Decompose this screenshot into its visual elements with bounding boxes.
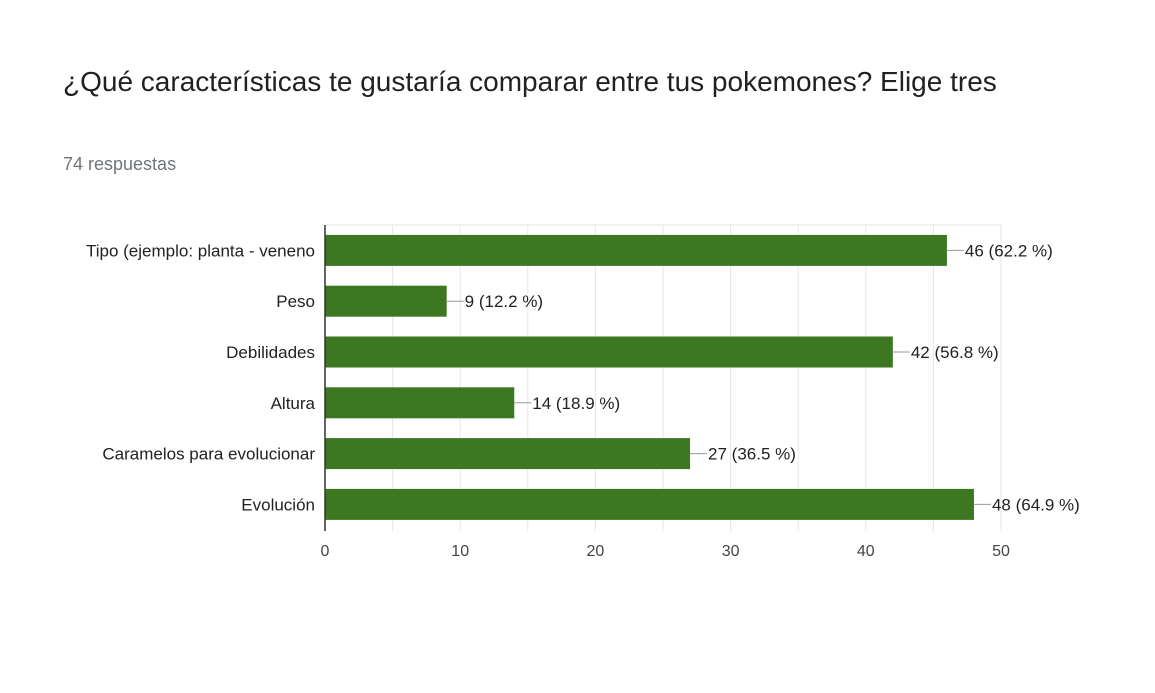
data-label: 14 (18.9 %) — [532, 394, 620, 413]
data-label: 46 (62.2 %) — [965, 241, 1053, 260]
bar[interactable] — [325, 438, 691, 470]
data-label: 48 (64.9 %) — [992, 495, 1080, 514]
chart-bars — [325, 234, 974, 520]
category-label: Peso — [276, 292, 315, 311]
category-label: Tipo (ejemplo: planta - veneno — [86, 241, 315, 260]
x-tick-label: 10 — [451, 543, 469, 560]
bar[interactable] — [325, 234, 947, 266]
chart-grid — [324, 224, 1002, 531]
bar[interactable] — [325, 336, 893, 368]
category-label: Debilidades — [226, 343, 315, 362]
data-label: 42 (56.8 %) — [911, 343, 999, 362]
x-tick-label: 20 — [587, 543, 605, 560]
category-label: Evolución — [241, 495, 315, 514]
x-tick-label: 30 — [722, 543, 740, 560]
chart-axes: 0 10 20 30 40 50 — [321, 225, 1010, 560]
chart-labels: Tipo (ejemplo: planta - veneno 46 (62.2 %… — [86, 241, 1080, 514]
data-label: 9 (12.2 %) — [465, 292, 543, 311]
x-tick-label: 40 — [857, 543, 875, 560]
bar[interactable] — [325, 285, 447, 317]
question-title: ¿Qué características te gustaría compara… — [63, 66, 997, 97]
data-label: 27 (36.5 %) — [708, 445, 796, 464]
response-count: 74 respuestas — [63, 154, 177, 174]
bar[interactable] — [325, 387, 515, 419]
x-tick-label: 0 — [321, 543, 330, 560]
category-label: Caramelos para evolucionar — [102, 445, 315, 464]
category-label: Altura — [271, 394, 316, 413]
bar[interactable] — [325, 488, 974, 520]
x-tick-label: 50 — [992, 543, 1010, 560]
